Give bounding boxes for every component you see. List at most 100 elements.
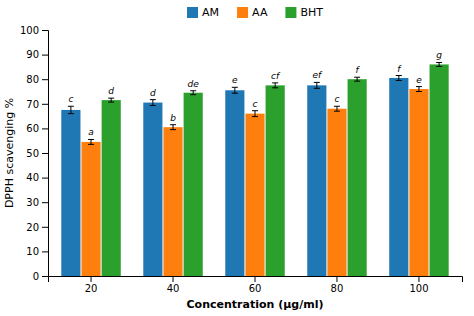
error-bar	[436, 62, 442, 66]
bar-series	[81, 87, 428, 276]
legend-item: BHT	[285, 6, 323, 19]
plot: cdeeffabcceddecffg2040608010001020304050…	[20, 25, 463, 294]
bar	[266, 85, 285, 276]
tick-label: 70	[26, 99, 39, 110]
tick-label: 40	[167, 283, 180, 294]
bar	[143, 103, 162, 276]
chart-svg: cdeeffabcceddecffg2040608010001020304050…	[0, 0, 474, 316]
tick: 70	[26, 99, 48, 110]
tick: 0	[33, 271, 48, 282]
error-bar	[150, 100, 156, 106]
bar	[81, 142, 100, 276]
tick-label: 80	[26, 74, 39, 85]
error-bar	[416, 87, 422, 92]
bar-series	[61, 76, 408, 276]
annotation: c	[335, 94, 340, 104]
annotation: d	[150, 88, 156, 98]
error-bar	[396, 76, 402, 81]
tick-mark	[336, 276, 337, 282]
bar	[389, 78, 408, 276]
tick-label: 30	[26, 197, 39, 208]
legend-swatch	[285, 7, 296, 18]
legend-label: AM	[202, 6, 219, 19]
chart-container: cdeeffabcceddecffg2040608010001020304050…	[0, 0, 474, 316]
tick: 50	[26, 148, 48, 159]
legend: AM AA BHT	[187, 6, 323, 19]
tick: 100	[20, 25, 48, 36]
annotations: cdeeffabcceddecffg	[68, 50, 442, 137]
error-bar	[252, 111, 258, 117]
tick-mark	[42, 178, 48, 179]
annotation: b	[170, 113, 176, 123]
bar-series	[102, 62, 449, 276]
tick-mark	[255, 276, 256, 282]
bar	[327, 109, 346, 276]
tick-mark	[42, 202, 48, 203]
tick-label: 10	[26, 246, 39, 257]
annotation: e	[232, 75, 238, 85]
annotation: c	[68, 94, 73, 104]
tick-label: 60	[249, 283, 262, 294]
legend-swatch	[187, 7, 198, 18]
tick: 60	[26, 123, 48, 134]
tick: 80	[331, 276, 344, 294]
annotation: cf	[271, 71, 281, 81]
tick-label: 20	[85, 283, 98, 294]
annotation: g	[436, 50, 442, 60]
axis-line	[49, 277, 463, 283]
error-bar	[190, 91, 196, 95]
tick: 10	[26, 246, 48, 257]
annotation: c	[253, 99, 258, 109]
annotation: d	[108, 86, 114, 96]
legend-item: AA	[237, 6, 268, 19]
bar	[307, 85, 326, 276]
legend-item: AM	[187, 6, 219, 19]
error-bar	[108, 98, 114, 102]
tick-mark	[42, 251, 48, 252]
tick-label: 20	[26, 222, 39, 233]
error-bar	[88, 139, 94, 144]
bar	[163, 127, 182, 276]
legend-label: BHT	[300, 6, 323, 19]
tick-label: 60	[26, 123, 39, 134]
tick-mark	[173, 276, 174, 282]
tick-label: 100	[409, 283, 428, 294]
tick-mark	[42, 79, 48, 80]
bar	[225, 90, 244, 276]
tick: 80	[26, 74, 48, 85]
bar	[102, 100, 121, 276]
annotation: de	[188, 79, 200, 89]
legend-swatch	[237, 7, 248, 18]
tick-mark	[42, 276, 48, 277]
x-axis: 20 40 60 80 100	[49, 276, 463, 294]
bar	[348, 79, 367, 276]
tick-label: 0	[33, 271, 39, 282]
tick-label: 40	[26, 172, 39, 183]
annotation: e	[416, 75, 422, 85]
tick: 90	[26, 49, 48, 60]
tick-label: 50	[26, 148, 39, 159]
tick: 60	[249, 276, 262, 294]
annotation: a	[88, 127, 94, 137]
x-axis-title: Concentration (μg/ml)	[187, 298, 324, 311]
legend-label: AA	[252, 6, 268, 19]
bar	[430, 64, 449, 276]
bar	[61, 110, 80, 276]
error-bar	[170, 125, 176, 130]
error-bar	[68, 106, 74, 113]
y-axis-title: DPPH scavenging %	[3, 98, 16, 208]
tick-mark	[418, 276, 419, 282]
tick-label: 80	[331, 283, 344, 294]
tick: 40	[167, 276, 180, 294]
tick-mark	[42, 153, 48, 154]
tick: 20	[26, 222, 48, 233]
bar	[245, 114, 264, 276]
error-bar	[272, 83, 278, 88]
tick-mark	[42, 55, 48, 56]
y-axis: 0 10 20 30 40 50 60 70 80 90 100	[20, 25, 49, 282]
marks	[61, 62, 448, 276]
annotation: f	[397, 64, 402, 74]
tick-mark	[42, 104, 48, 105]
tick-label: 90	[26, 49, 39, 60]
tick-mark	[91, 276, 92, 282]
